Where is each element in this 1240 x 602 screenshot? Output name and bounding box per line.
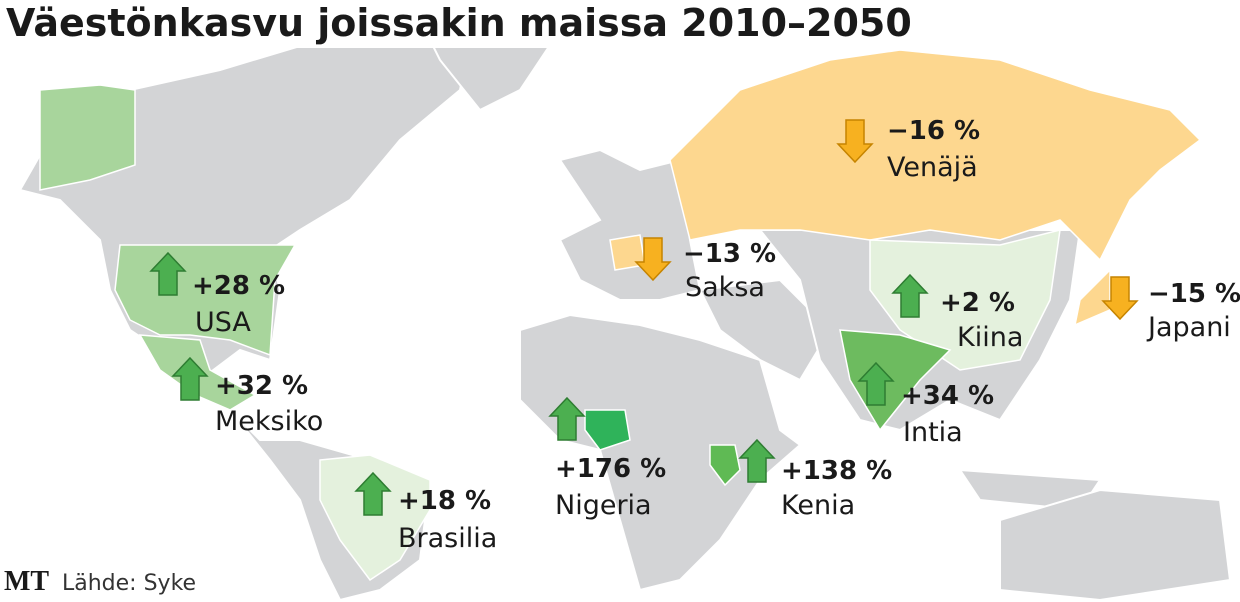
russia-shape bbox=[669, 49, 1202, 262]
change-label: +2 % bbox=[940, 288, 1015, 318]
change-label: −15 % bbox=[1148, 279, 1240, 309]
arrow-up bbox=[354, 471, 392, 516]
country-name: Kiina bbox=[957, 322, 1023, 353]
arrow-up bbox=[857, 361, 895, 406]
africa bbox=[519, 313, 802, 592]
country-name: Meksiko bbox=[215, 406, 323, 437]
country-name: Saksa bbox=[685, 272, 765, 303]
change-label: −16 % bbox=[887, 116, 980, 146]
title-backdrop bbox=[0, 0, 1240, 48]
arrow-down bbox=[836, 119, 874, 164]
alaska bbox=[39, 84, 136, 191]
japan-shape bbox=[1073, 268, 1111, 327]
arrow-up bbox=[891, 273, 929, 318]
arrow-up bbox=[548, 396, 586, 441]
arrow-down bbox=[1101, 276, 1139, 321]
country-name: Intia bbox=[903, 417, 963, 448]
arrow-up bbox=[149, 251, 187, 296]
nigeria-shape bbox=[584, 409, 631, 451]
change-label: +34 % bbox=[901, 381, 994, 411]
arrow-down bbox=[634, 237, 672, 282]
kenya-shape bbox=[709, 444, 741, 487]
china-shape bbox=[869, 229, 1061, 371]
change-label: +176 % bbox=[555, 454, 666, 484]
arrow-up bbox=[738, 438, 776, 483]
country-name: Nigeria bbox=[555, 490, 652, 521]
source-logo: MT bbox=[4, 566, 49, 597]
change-label: +32 % bbox=[215, 371, 308, 401]
country-name: Kenia bbox=[781, 490, 855, 521]
change-label: +18 % bbox=[398, 486, 491, 516]
brazil-shape bbox=[319, 454, 431, 582]
country-name: USA bbox=[195, 307, 251, 338]
source-text: Lähde: Syke bbox=[62, 571, 196, 596]
australia bbox=[999, 488, 1232, 602]
change-label: +28 % bbox=[192, 271, 285, 301]
arrow-up bbox=[171, 356, 209, 401]
title: Väestönkasvu joissakin maissa 2010–2050 bbox=[6, 1, 912, 45]
middle-east bbox=[698, 278, 832, 382]
country-labels: +28 % USA +32 % Meksiko +18 % Brasilia +176 % N… bbox=[149, 116, 1240, 554]
change-label: −13 % bbox=[683, 239, 776, 269]
change-label: +138 % bbox=[781, 456, 892, 486]
country-name: Brasilia bbox=[398, 523, 497, 554]
country-name: Japani bbox=[1146, 312, 1231, 343]
country-name: Venäjä bbox=[887, 152, 978, 183]
